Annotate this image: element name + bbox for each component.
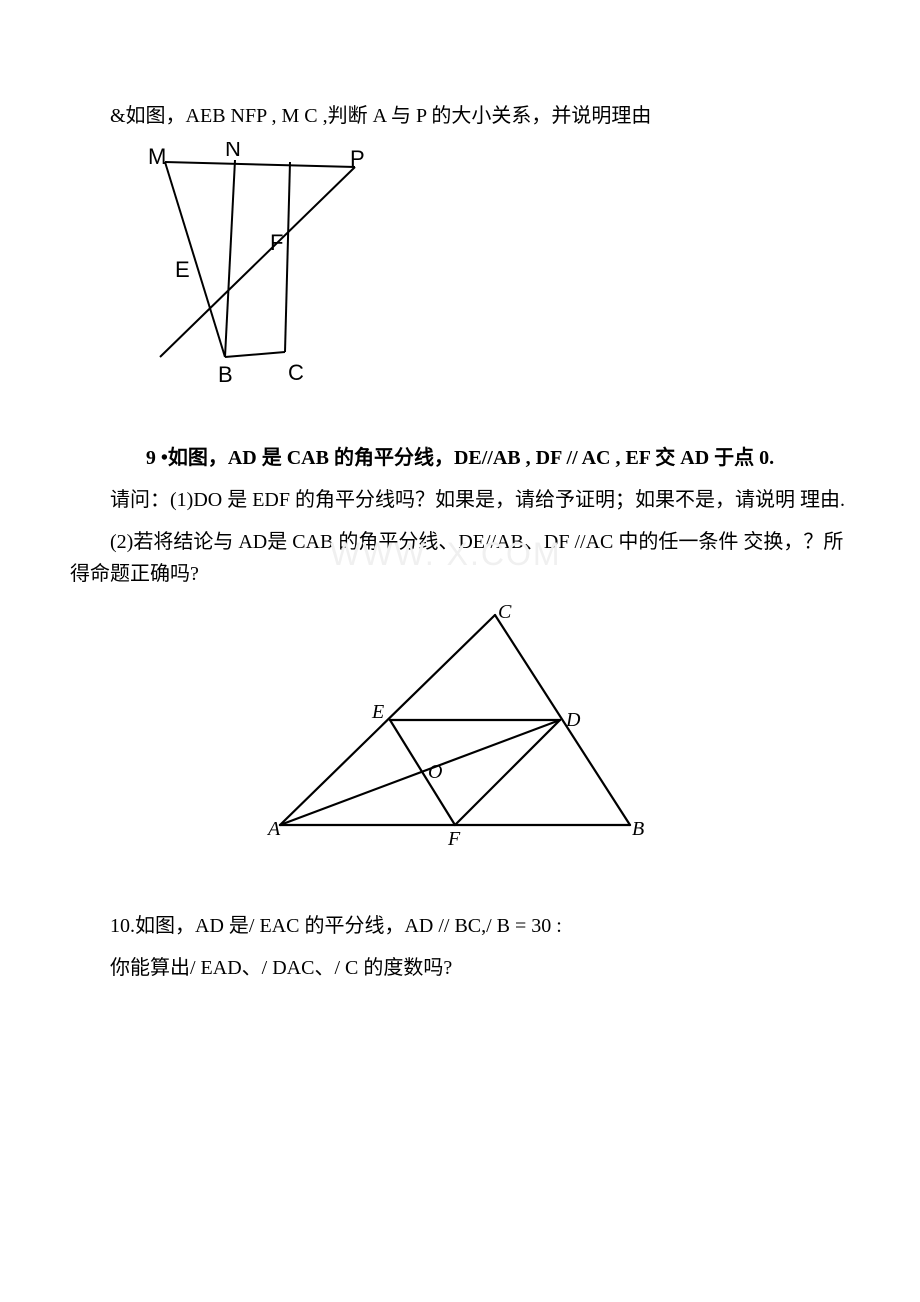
q9-figure: A B C D E F O [70,600,850,865]
label-B: B [218,362,233,387]
q8-text: &如图，AEB NFP , M C ,判断 A 与 P 的大小关系，并说明理由 [70,100,850,132]
q9-p2: (2)若将结论与 AD是 CAB 的角平分线、DE//AB、DF //AC 中的… [70,526,850,590]
label-N: N [225,142,241,161]
label-A: A [266,818,281,840]
q10-line1: 10.如图，AD 是/ EAC 的平分线，AD // BC,/ B = 30 : [70,910,850,942]
label-B: B [632,818,644,840]
label-O: O [428,761,442,783]
label-M: M [148,144,166,169]
q8-figure: M N P E F B C [140,142,850,392]
label-E: E [371,701,384,723]
label-C: C [498,601,512,623]
q10-line2: 你能算出/ EAD、/ DAC、/ C 的度数吗? [70,952,850,984]
q9-title: 9 •如图，AD 是 CAB 的角平分线，DE//AB , DF // AC ,… [70,442,850,474]
label-F: F [270,230,283,255]
label-F: F [447,828,461,850]
label-P: P [350,146,365,171]
label-E: E [175,257,190,282]
q9-p1: 请问：(1)DO 是 EDF 的角平分线吗？如果是，请给予证明；如果不是，请说明… [70,484,850,516]
label-D: D [565,709,581,731]
label-C: C [288,360,304,385]
